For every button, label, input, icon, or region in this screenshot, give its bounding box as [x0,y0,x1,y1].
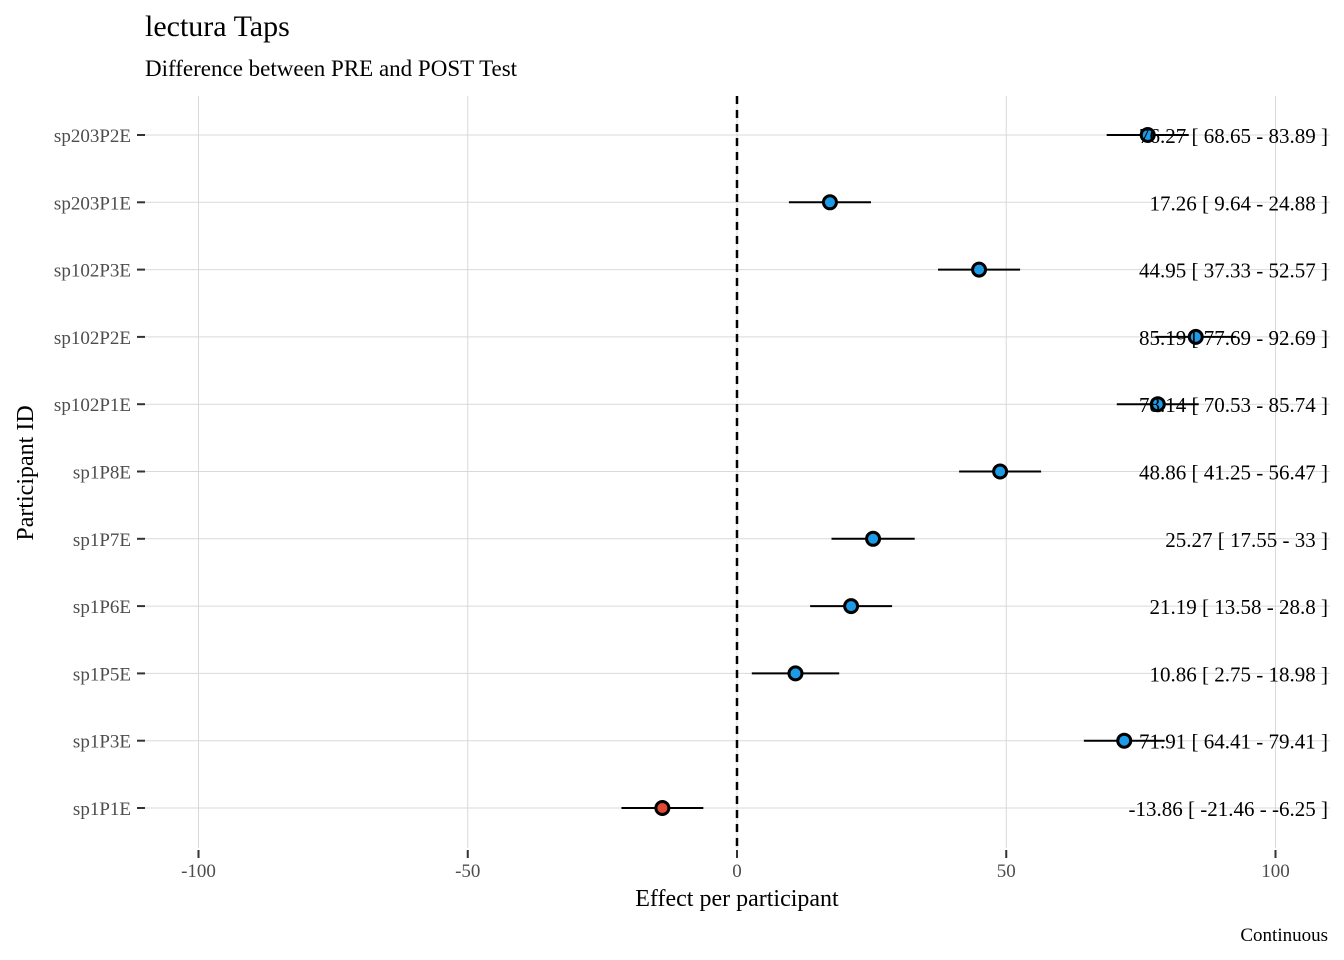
estimate-label: 21.19 [ 13.58 - 28.8 ] [1150,595,1328,619]
estimate-label: 78.14 [ 70.53 - 85.74 ] [1139,393,1328,417]
x-tick-label: -100 [181,861,216,882]
y-tick-label: sp1P1E [73,799,131,820]
chart-caption: Continuous [1240,925,1328,946]
y-tick-label: sp1P3E [73,732,131,753]
estimate-label: 25.27 [ 17.55 - 33 ] [1165,528,1328,552]
estimate-label: 85.19 [ 77.69 - 92.69 ] [1139,326,1328,350]
estimate-label: 17.26 [ 9.64 - 24.88 ] [1150,191,1328,215]
y-tick-label: sp102P2E [54,328,131,349]
y-tick-label: sp1P7E [73,530,131,551]
estimate-labels: 76.27 [ 68.65 - 83.89 ] 17.26 [ 9.64 - 24… [1129,124,1328,821]
estimate-marks [621,127,1237,816]
x-axis-title: Effect per participant [635,886,839,912]
estimate-point [654,800,671,816]
x-tick-label: 100 [1261,861,1290,882]
y-tick-label: sp1P6E [73,597,131,618]
x-tick-label: 50 [997,861,1016,882]
y-tick-label: sp1P5E [73,664,131,685]
estimate-point [1187,328,1204,345]
estimate-label: -13.86 [ -21.46 - -6.25 ] [1129,797,1328,821]
estimate-label: 76.27 [ 68.65 - 83.89 ] [1139,124,1328,148]
y-axis-title: Participant ID [13,405,39,540]
chart-subtitle: Difference between PRE and POST Test [145,56,518,81]
estimate-point [1116,732,1133,749]
y-tick-label: sp102P1E [54,395,131,416]
y-tick-label: sp102P3E [54,261,131,282]
estimate-label: 10.86 [ 2.75 - 18.98 ] [1150,662,1328,686]
y-tick-label: sp203P1E [54,193,131,214]
estimate-point [843,598,860,615]
estimate-label: 44.95 [ 37.33 - 52.57 ] [1139,259,1328,283]
estimate-point [787,665,804,682]
x-tick-label: -50 [455,861,480,882]
y-tick-label: sp203P2E [54,126,131,147]
estimate-point [971,261,988,278]
chart-title: lectura Taps [145,10,290,43]
axis-ticks: -100 -50 0 50 100 sp203P2E sp203P1E sp102P3E sp1… [54,126,1290,882]
estimate-point [821,194,838,211]
x-tick-label: 0 [732,861,742,882]
y-tick-label: sp1P8E [73,463,131,484]
estimate-label: 48.86 [ 41.25 - 56.47 ] [1139,461,1328,485]
estimate-point [992,463,1009,480]
estimate-label: 71.91 [ 64.41 - 79.41 ] [1139,730,1328,754]
estimate-point [865,530,882,547]
estimate-point [1139,127,1156,143]
estimate-point [1149,396,1166,413]
